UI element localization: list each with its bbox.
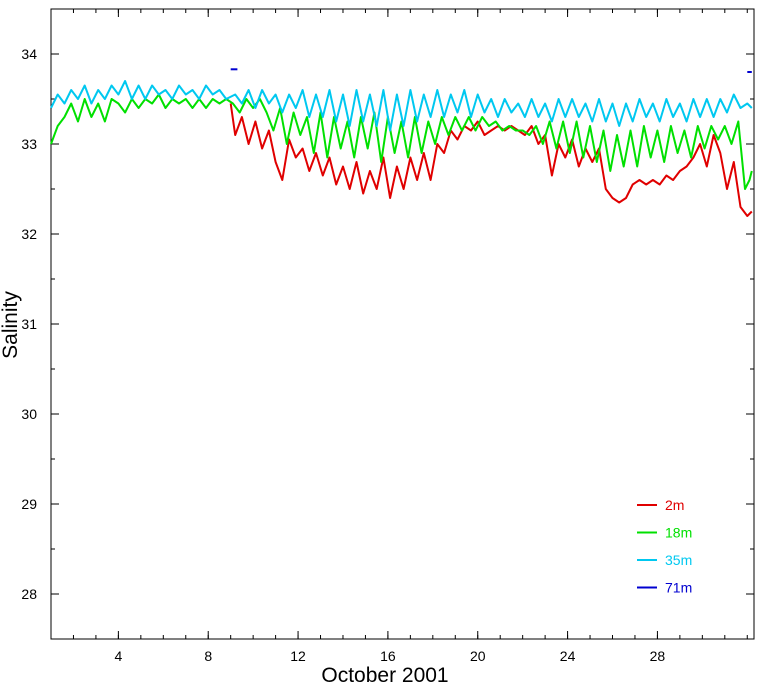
legend-label-35m: 35m (665, 552, 692, 568)
plot-frame (50, 8, 755, 640)
x-tick-label: 20 (470, 648, 486, 664)
y-tick-label: 34 (21, 46, 37, 62)
y-tick-label: 32 (21, 226, 37, 242)
x-tick-label: 12 (290, 648, 306, 664)
x-tick-label: 4 (114, 648, 122, 664)
y-tick-label: 33 (21, 136, 37, 152)
y-tick-label: 28 (21, 586, 37, 602)
x-tick-label: 24 (560, 648, 576, 664)
legend-label-2m: 2m (665, 497, 684, 513)
x-tick-label: 16 (380, 648, 396, 664)
x-tick-label: 8 (204, 648, 212, 664)
minor-ticks (51, 8, 754, 640)
series-line-18m (50, 93, 753, 190)
legend: 2m 18m 35m 71m (637, 497, 692, 596)
series-line-2m (229, 103, 753, 217)
y-tick-label: 30 (21, 406, 37, 422)
y-tick-label: 31 (21, 316, 37, 332)
legend-label-71m: 71m (665, 580, 692, 596)
y-axis-title: Salinity (0, 291, 22, 359)
y-axis-ticks: 28 29 30 31 32 33 34 (21, 46, 754, 602)
series-layer (50, 68, 753, 217)
x-axis-title: October 2001 (321, 664, 448, 685)
series-line-35m (50, 80, 753, 132)
x-axis-ticks: 4 8 12 16 20 24 28 (114, 9, 665, 664)
y-tick-label: 29 (21, 496, 37, 512)
legend-label-18m: 18m (665, 525, 692, 541)
x-tick-label: 28 (650, 648, 666, 664)
